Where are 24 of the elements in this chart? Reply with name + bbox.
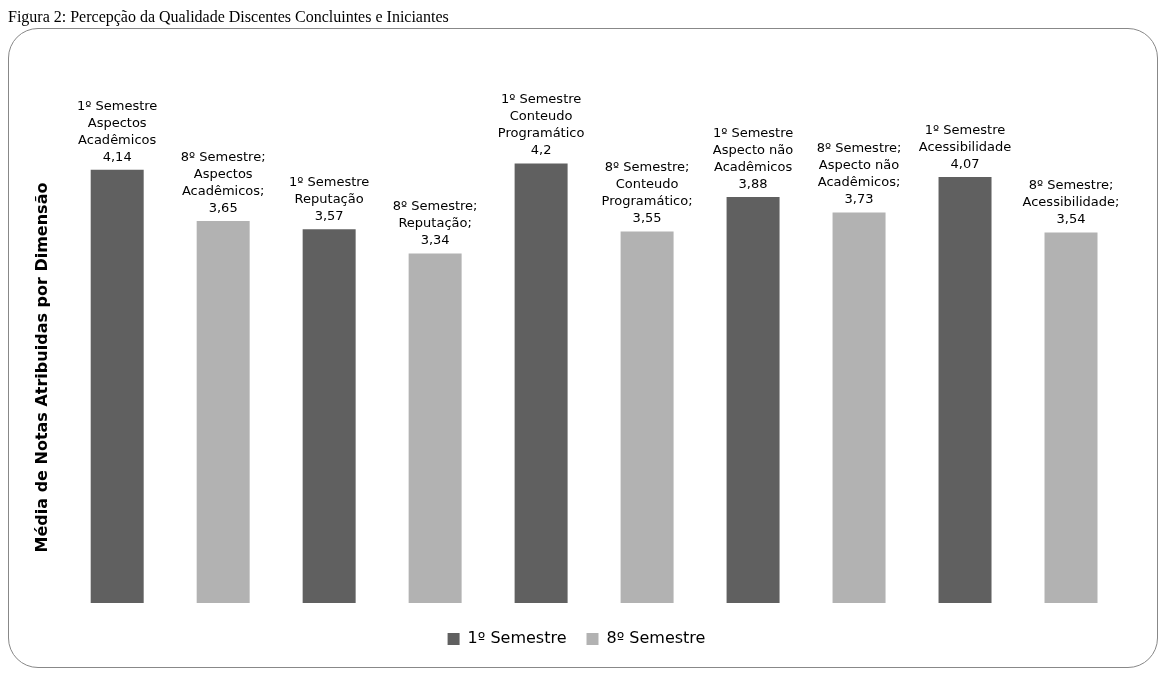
bar — [196, 220, 250, 603]
y-axis-title: Média de Notas Atribuidas por Dimensão — [31, 182, 51, 553]
data-label: 1º Semestre Conteudo Programático 4,2 — [497, 91, 585, 158]
data-label: 8º Semestre; Aspectos Acadêmicos; 3,65 — [180, 148, 266, 215]
bar — [514, 163, 568, 603]
bar — [408, 253, 462, 603]
bar — [620, 231, 674, 603]
bar — [90, 169, 144, 603]
bar — [1044, 232, 1098, 603]
data-label: 1º Semestre Acessibilidade 4,07 — [918, 121, 1012, 171]
bar — [832, 212, 886, 603]
legend-label: 8º Semestre — [606, 628, 706, 648]
data-label: 1º Semestre Reputação 3,57 — [288, 174, 370, 224]
bar — [726, 196, 780, 603]
data-label: 8º Semestre; Conteudo Programático; 3,55 — [601, 159, 693, 226]
data-label: 1º Semestre Aspecto não Acadêmicos 3,88 — [712, 124, 794, 191]
data-label: 8º Semestre; Reputação; 3,34 — [392, 198, 478, 248]
chart-title: Figura 2: Percepção da Qualidade Discentes Concluintes e Iniciantes — [8, 8, 450, 28]
bar — [938, 177, 992, 603]
data-label: 8º Semestre; Acessibilidade; 3,54 — [1022, 177, 1120, 227]
data-label: 8º Semestre; Aspecto não Acadêmicos; 3,73 — [816, 140, 902, 207]
bar — [302, 229, 356, 603]
data-label: 1º Semestre Aspectos Acadêmicos 4,14 — [77, 97, 158, 164]
legend-label: 1º Semestre — [467, 628, 567, 648]
